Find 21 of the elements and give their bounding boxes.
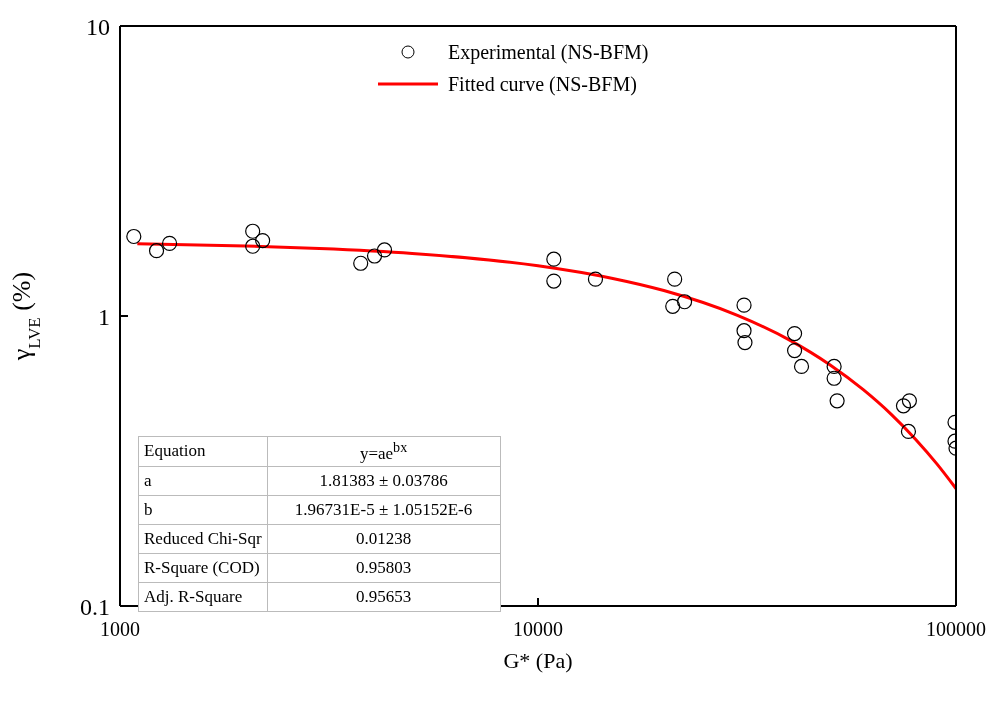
x-tick-label: 1000 <box>100 618 140 641</box>
annotation: 1.81383 ± 0.03786 <box>267 466 501 496</box>
annotation: 0.95653 <box>267 582 501 612</box>
annotation: 0.01238 <box>267 524 501 554</box>
annotation: a <box>138 466 268 496</box>
x-axis-title: G* (Pa) <box>503 648 573 673</box>
legend-label: Experimental (NS-BFM) <box>448 40 649 64</box>
annotation: Reduced Chi-Sqr <box>138 524 268 554</box>
annotation: b <box>138 495 268 525</box>
y-tick-label: 1 <box>98 303 110 330</box>
annotation: R-Square (COD) <box>138 553 268 583</box>
y-tick-label: 10 <box>86 13 110 40</box>
annotation: 1.96731E-5 ± 1.05152E-6 <box>267 495 501 525</box>
annotation: Equation <box>138 436 268 467</box>
y-tick-label: 0.1 <box>80 593 110 620</box>
annotation: Adj. R-Square <box>138 582 268 612</box>
annotation: 0.95803 <box>267 553 501 583</box>
x-tick-label: 100000 <box>926 618 986 641</box>
x-tick-label: 10000 <box>513 618 563 641</box>
annotation: y=ae$^{bx}$ <box>267 436 501 467</box>
legend-label: Fitted curve (NS-BFM) <box>448 72 637 96</box>
